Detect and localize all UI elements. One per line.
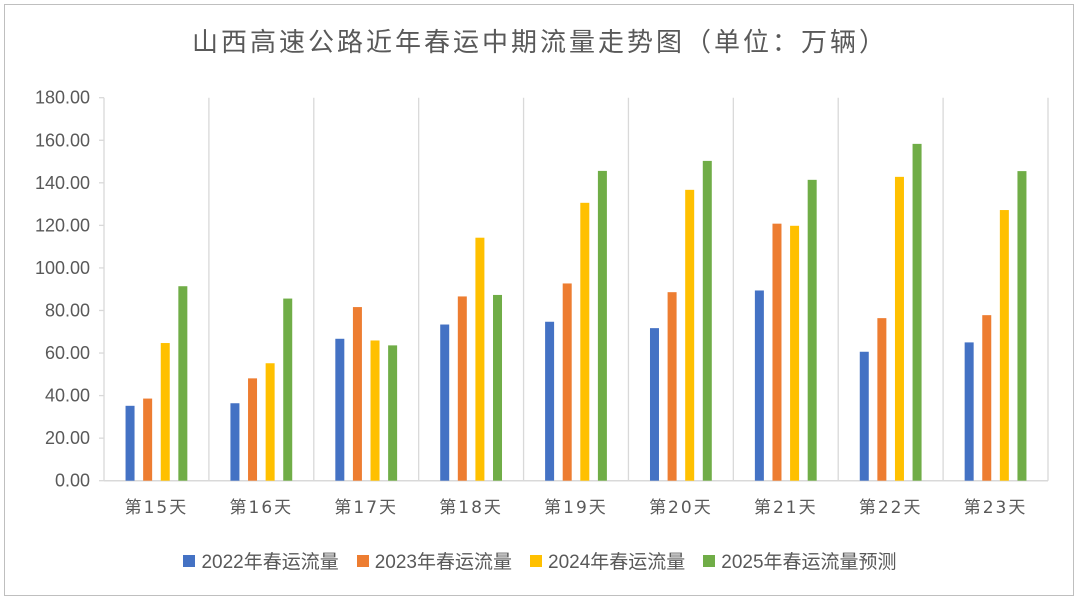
bar-2025年春运流量预测 xyxy=(178,286,188,481)
x-tick-label: 第23天 xyxy=(964,498,1028,518)
bar-2024年春运流量 xyxy=(685,189,695,481)
chart-title: 山西高速公路近年春运中期流量走势图（单位：万辆） xyxy=(191,28,888,58)
bar-2023年春运流量 xyxy=(667,292,677,481)
bar-2023年春运流量 xyxy=(562,283,572,481)
x-tick-label: 第15天 xyxy=(125,498,189,518)
bar-2025年春运流量预测 xyxy=(807,179,817,481)
bar-2024年春运流量 xyxy=(580,202,590,481)
x-tick-label: 第16天 xyxy=(230,498,294,518)
x-tick-label: 第22天 xyxy=(859,498,923,518)
legend-item: 2022年春运流量 xyxy=(183,547,339,574)
legend-item: 2025年春运流量预测 xyxy=(703,547,897,574)
bar-2022年春运流量 xyxy=(230,403,240,481)
bar-2022年春运流量 xyxy=(754,290,764,481)
bar-2023年春运流量 xyxy=(143,398,153,481)
legend-item: 2023年春运流量 xyxy=(356,547,512,574)
bar-2024年春运流量 xyxy=(370,340,380,481)
y-tick-label: 120.00 xyxy=(35,215,90,235)
y-tick-label: 0.00 xyxy=(55,471,90,491)
y-tick-label: 160.00 xyxy=(35,130,90,150)
bar-2022年春运流量 xyxy=(335,338,345,481)
bar-2024年春运流量 xyxy=(790,225,800,481)
bar-2022年春运流量 xyxy=(125,405,135,481)
y-tick-label: 80.00 xyxy=(45,300,90,320)
chart-frame xyxy=(4,4,1074,596)
y-tick-label: 60.00 xyxy=(45,343,90,363)
bar-2022年春运流量 xyxy=(545,321,555,481)
bar-2024年春运流量 xyxy=(160,343,170,481)
y-tick-label: 100.00 xyxy=(35,258,90,278)
bar-2022年春运流量 xyxy=(964,342,974,481)
y-tick-label: 20.00 xyxy=(45,428,90,448)
y-tick-label: 140.00 xyxy=(35,173,90,193)
bar-2023年春运流量 xyxy=(982,315,992,481)
bar-2023年春运流量 xyxy=(877,318,887,481)
y-tick-label: 40.00 xyxy=(45,386,90,406)
x-tick-label: 第20天 xyxy=(649,498,713,518)
x-tick-label: 第19天 xyxy=(544,498,608,518)
bar-2024年春运流量 xyxy=(894,176,904,481)
bar-2022年春运流量 xyxy=(440,324,450,481)
bar-2025年春运流量预测 xyxy=(493,294,503,481)
legend-swatch xyxy=(356,554,369,567)
bar-2022年春运流量 xyxy=(859,351,869,481)
bar-2024年春运流量 xyxy=(475,237,485,481)
legend-label: 2024年春运流量 xyxy=(548,552,686,573)
bar-2023年春运流量 xyxy=(352,307,362,481)
x-tick-label: 第17天 xyxy=(334,498,398,518)
legend-label: 2023年春运流量 xyxy=(374,552,512,573)
bar-2025年春运流量预测 xyxy=(702,160,712,481)
legend-swatch xyxy=(183,554,196,567)
bar-2025年春运流量预测 xyxy=(1017,171,1027,481)
legend-swatch xyxy=(530,554,542,567)
bar-2025年春运流量预测 xyxy=(597,170,607,481)
bar-2024年春运流量 xyxy=(999,210,1009,481)
bar-2025年春运流量预测 xyxy=(912,143,922,481)
bar-2023年春运流量 xyxy=(457,296,467,481)
bar-2022年春运流量 xyxy=(649,328,659,481)
bar-2023年春运流量 xyxy=(248,378,258,481)
bar-2025年春运流量预测 xyxy=(283,298,293,481)
legend-label: 2022年春运流量 xyxy=(201,552,339,573)
legend-label: 2025年春运流量预测 xyxy=(721,552,897,573)
x-tick-label: 第18天 xyxy=(439,498,503,518)
x-tick-label: 第21天 xyxy=(754,498,818,518)
legend-swatch xyxy=(703,554,716,567)
legend: 2022年春运流量 2023年春运流量 2024年春运流量 2025年春运流量预测 xyxy=(0,547,1080,574)
y-tick-label: 180.00 xyxy=(35,88,90,108)
bar-2025年春运流量预测 xyxy=(388,345,398,481)
bar-2024年春运流量 xyxy=(265,363,275,481)
bar-2023年春运流量 xyxy=(772,223,782,481)
legend-item: 2024年春运流量 xyxy=(530,547,685,574)
